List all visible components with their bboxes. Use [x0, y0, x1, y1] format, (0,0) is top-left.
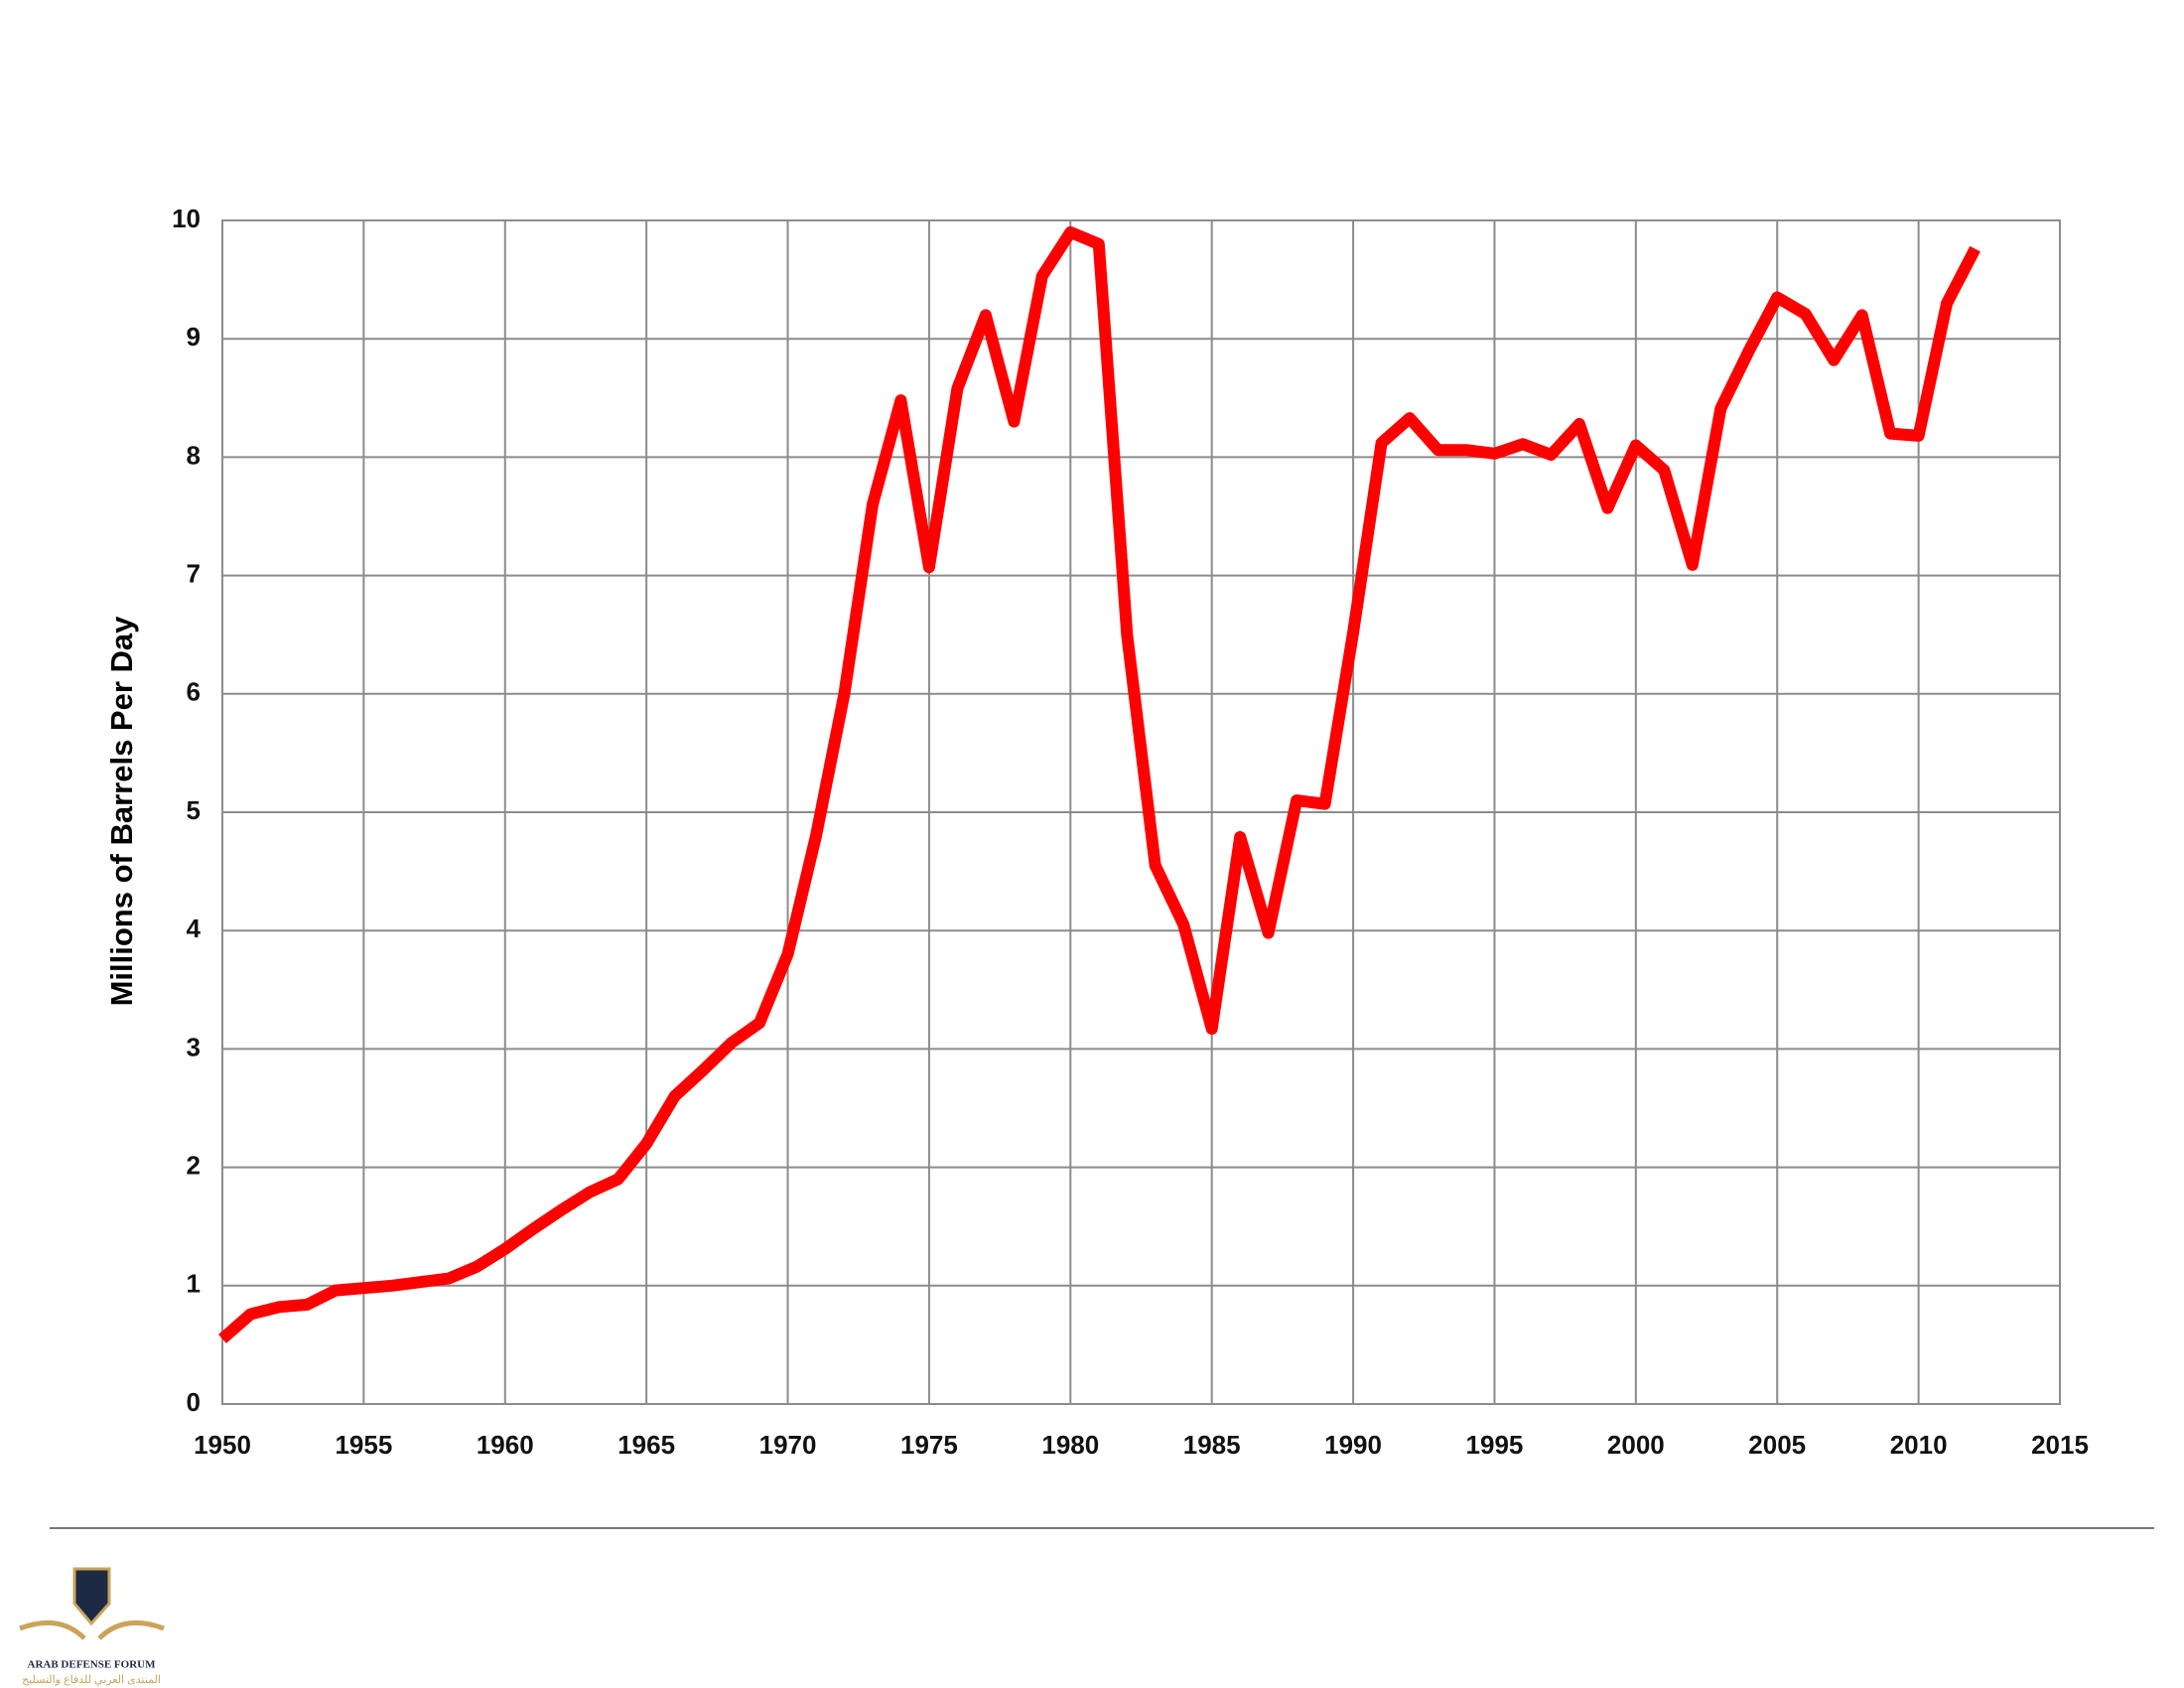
y-tick-label: 7 [187, 558, 201, 588]
y-tick-label: 2 [187, 1150, 201, 1180]
y-tick-label: 5 [187, 795, 201, 825]
x-tick-label: 2010 [1890, 1430, 1948, 1460]
logo-wings [19, 1619, 165, 1640]
y-tick-label: 0 [187, 1387, 201, 1417]
logo-shield [72, 1567, 111, 1626]
y-tick-label: 9 [187, 322, 201, 352]
x-tick-label: 1955 [335, 1430, 392, 1460]
x-tick-label: 1970 [759, 1430, 817, 1460]
x-tick-label: 1985 [1183, 1430, 1241, 1460]
y-tick-label: 4 [187, 914, 202, 943]
x-tick-label: 1950 [194, 1430, 251, 1460]
x-tick-label: 1975 [900, 1430, 958, 1460]
x-tick-label: 1990 [1324, 1430, 1382, 1460]
x-tick-label: 2005 [1748, 1430, 1806, 1460]
y-tick-label: 6 [187, 677, 201, 707]
data-line [218, 225, 1980, 1343]
y-tick-label: 10 [172, 204, 201, 233]
y-tick-label: 3 [187, 1032, 201, 1061]
x-tick-label: 2015 [2031, 1430, 2089, 1460]
y-tick-label: 8 [187, 440, 201, 470]
x-tick-label: 1980 [1041, 1430, 1099, 1460]
logo-subtitle: المنتدى العربي للدفاع والتسليح [22, 1674, 161, 1686]
x-tick-label: 1995 [1466, 1430, 1524, 1460]
x-tick-label: 1965 [617, 1430, 675, 1460]
logo-text: ARAB DEFENSE FORUM [28, 1659, 157, 1671]
y-tick-label: 1 [187, 1269, 201, 1299]
x-tick-label: 1960 [477, 1430, 534, 1460]
y-axis-label: Millions of Barrels Per Day [104, 616, 139, 1007]
logo: ARAB DEFENSE FORUM المنتدى العربي للدفاع… [19, 1567, 165, 1686]
x-tick-label: 2000 [1607, 1430, 1665, 1460]
